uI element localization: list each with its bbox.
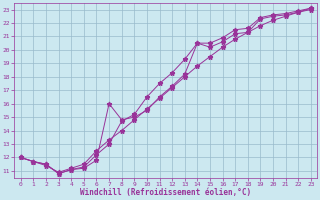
X-axis label: Windchill (Refroidissement éolien,°C): Windchill (Refroidissement éolien,°C) <box>80 188 252 197</box>
